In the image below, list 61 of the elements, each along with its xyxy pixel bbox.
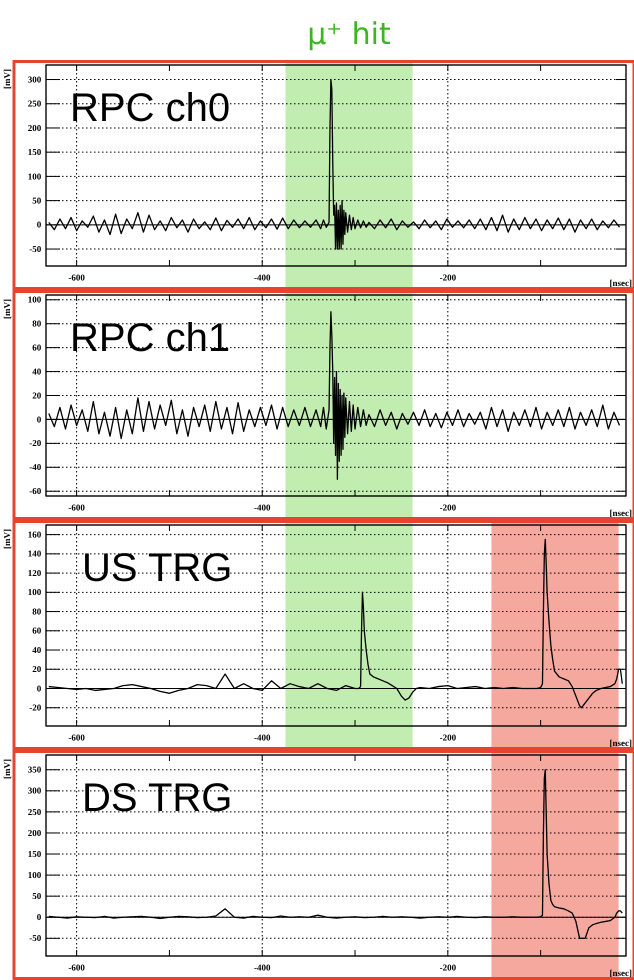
y-tick-label: 40 [32,644,42,655]
y-tick-label: 50 [32,891,42,902]
x-axis-title: [nsec] [610,738,632,748]
y-tick-label: -60 [29,486,42,496]
y-tick-label: 100 [28,587,42,598]
y-tick-label: 60 [32,626,42,636]
y-tick-label: 350 [28,764,42,775]
y-tick-label: 200 [28,828,42,838]
y-tick-label: 200 [28,122,42,133]
y-tick-label: 100 [28,171,42,182]
y-tick-label: 120 [28,568,42,578]
y-tick-label: 100 [28,294,42,305]
x-tick-label: -200 [440,962,457,973]
text: US TRG [82,546,232,590]
y-tick-label: -40 [29,462,42,472]
text: RPC ch1 [70,316,230,360]
x-axis-title: [nsec] [610,278,632,288]
y-axis-title: [mV] [2,759,12,779]
y-tick-label: 100 [28,870,42,880]
x-tick-label: -600 [68,962,86,973]
y-axis-title: [mV] [2,529,12,549]
y-tick-label: 20 [32,390,42,400]
y-tick-label: 80 [32,318,42,329]
y-tick-label: 20 [32,664,42,674]
x-tick-label: -600 [68,502,86,513]
y-tick-label: 300 [28,786,42,796]
y-tick-label: 150 [28,147,42,158]
y-tick-label: 250 [28,806,42,817]
x-tick-label: -400 [254,502,271,513]
y-tick-label: 0 [36,414,42,424]
y-tick-label: -20 [29,438,42,448]
x-tick-label: -200 [440,502,457,513]
x-tick-label: -400 [254,732,271,743]
x-axis-title: [nsec] [610,968,632,978]
y-tick-label: 0 [36,912,42,922]
y-tick-label: 50 [32,195,42,206]
y-tick-label: -50 [29,244,42,254]
x-tick-label: -400 [254,962,271,973]
y-tick-label: 80 [32,606,42,616]
y-tick-label: -20 [29,702,42,713]
x-tick-label: -200 [440,732,457,743]
y-tick-label: 40 [32,366,42,376]
y-tick-label: 160 [28,529,42,540]
x-tick-label: -600 [68,732,86,743]
y-tick-label: 140 [28,548,42,559]
y-tick-label: 0 [36,220,42,230]
text: RPC ch0 [70,86,230,130]
y-tick-label: 0 [36,683,42,694]
y-axis-title: [mV] [2,299,12,319]
y-tick-label: 60 [32,342,42,353]
text: DS TRG [82,776,232,820]
band-label: μ⁺ hit [307,17,392,52]
x-tick-label: -400 [254,272,271,283]
x-tick-label: -600 [68,272,86,283]
y-tick-label: -50 [29,933,42,944]
y-axis-title: [mV] [2,69,12,89]
x-tick-label: -200 [440,272,457,283]
x-axis-title: [nsec] [610,508,632,518]
y-tick-label: 300 [28,74,42,84]
y-tick-label: 250 [28,98,42,109]
y-tick-label: 150 [28,848,42,859]
